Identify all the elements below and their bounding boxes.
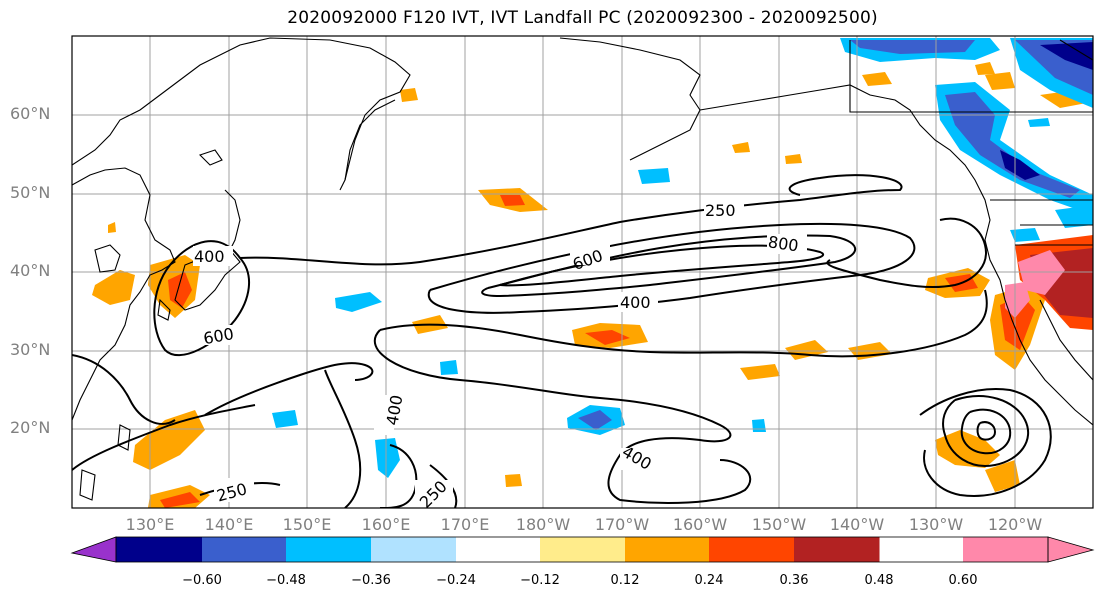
colorbar-box bbox=[794, 537, 880, 562]
contour-label-layer: 250 800 600 400 400 600 400 250 250 400 bbox=[193, 200, 807, 512]
colorbar-box bbox=[286, 537, 372, 562]
lon-label-170w: 170°W bbox=[594, 515, 650, 534]
lon-label-130w: 130°W bbox=[908, 515, 964, 534]
contour-label: 800 bbox=[767, 232, 800, 255]
colorbar-tick-label: 0.60 bbox=[948, 573, 978, 588]
ivt-contours bbox=[72, 174, 1052, 508]
colorbar-extend-right bbox=[1047, 536, 1095, 563]
map-title: 2020092000 F120 IVT, IVT Landfall PC (20… bbox=[287, 8, 878, 28]
lon-label-170e: 170°E bbox=[440, 515, 490, 534]
lon-label-140w: 140°W bbox=[829, 515, 885, 534]
contour-label: 250 bbox=[705, 201, 736, 220]
colorbar-boxes bbox=[116, 537, 1048, 562]
colorbar-tick-label: 0.48 bbox=[864, 573, 894, 588]
colorbar-box bbox=[202, 537, 287, 562]
lon-label-130e: 130°E bbox=[125, 515, 175, 534]
negative-anomaly-shading bbox=[272, 38, 1093, 478]
colorbar-tick-label: −0.36 bbox=[351, 573, 391, 588]
lon-label-160w: 160°W bbox=[672, 515, 728, 534]
colorbar-tick-label: 0.36 bbox=[779, 573, 809, 588]
colorbar-box bbox=[116, 537, 203, 562]
lon-label-140e: 140°E bbox=[204, 515, 254, 534]
lat-label-20n: 20°N bbox=[10, 418, 51, 437]
lon-label-150w: 150°W bbox=[751, 515, 807, 534]
map-frame bbox=[71, 35, 1094, 509]
colorbar-tick-label: 0.12 bbox=[610, 573, 640, 588]
lon-label-180w: 180°W bbox=[515, 515, 571, 534]
colorbar-extend-left bbox=[70, 536, 117, 563]
lon-label-160e: 160°E bbox=[361, 515, 411, 534]
colorbar-box bbox=[625, 537, 710, 562]
lat-label-50n: 50°N bbox=[10, 183, 51, 202]
lat-label-60n: 60°N bbox=[10, 104, 51, 123]
colorbar-box bbox=[963, 537, 1048, 562]
colorbar-tick-label: −0.48 bbox=[266, 573, 306, 588]
lon-label-120w: 120°W bbox=[987, 515, 1043, 534]
contour-label: 400 bbox=[620, 293, 651, 312]
colorbar-box bbox=[371, 537, 457, 562]
colorbar-tick-label: −0.24 bbox=[436, 573, 476, 588]
lat-label-40n: 40°N bbox=[10, 261, 51, 280]
lon-label-150e: 150°E bbox=[282, 515, 332, 534]
colorbar-box bbox=[709, 537, 795, 562]
colorbar-tick-label: −0.60 bbox=[182, 573, 222, 588]
contour-label: 400 bbox=[194, 247, 225, 266]
colorbar-tick-label: 0.24 bbox=[694, 573, 724, 588]
colorbar-tick-label: −0.12 bbox=[520, 573, 560, 588]
colorbar-box bbox=[540, 537, 626, 562]
colorbar-box bbox=[456, 537, 541, 562]
colorbar bbox=[70, 536, 1095, 563]
lat-label-30n: 30°N bbox=[10, 340, 51, 359]
